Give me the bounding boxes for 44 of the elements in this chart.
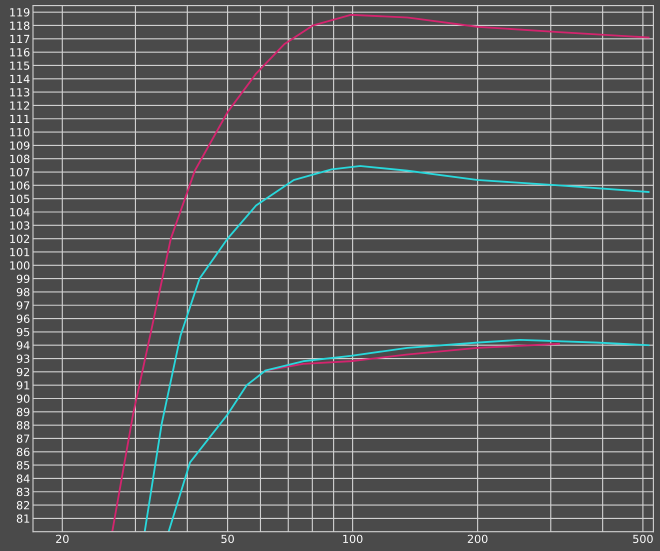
y-tick-label: 113 (10, 88, 30, 96)
y-tick-label: 110 (10, 128, 30, 136)
y-tick-label: 94 (16, 341, 30, 350)
y-tick-label: 117 (10, 34, 30, 44)
y-tick-label: 86 (16, 448, 30, 456)
y-tick-label: 97 (16, 301, 30, 310)
y-tick-label: 96 (16, 314, 30, 323)
y-tick-label: 88 (16, 421, 30, 430)
y-tick-label: 100 (10, 261, 30, 270)
y-tick-label: 81 (16, 514, 30, 523)
y-tick-label: 84 (16, 474, 30, 483)
y-tick-label: 106 (10, 181, 30, 190)
x-tick-label: 50 (221, 534, 234, 544)
y-tick-label: 93 (16, 354, 30, 363)
y-tick-label: 109 (10, 141, 30, 150)
y-tick-label: 105 (10, 194, 30, 204)
y-tick-label: 102 (10, 234, 30, 244)
y-tick-label: 98 (16, 288, 30, 296)
x-tick-label: 20 (56, 534, 69, 544)
y-tick-label: 103 (10, 221, 30, 230)
y-tick-label: 95 (16, 328, 30, 336)
y-tick-label: 92 (16, 368, 30, 376)
y-tick-label: 108 (10, 154, 30, 164)
y-tick-label: 111 (10, 114, 30, 123)
x-tick-label: 100 (343, 534, 362, 544)
y-tick-label: 85 (16, 461, 30, 470)
y-tick-label: 107 (10, 168, 30, 176)
y-tick-label: 82 (16, 501, 30, 510)
y-tick-label: 91 (16, 381, 30, 390)
y-tick-label: 89 (16, 408, 30, 416)
y-tick-label: 112 (10, 101, 30, 110)
y-tick-label: 83 (16, 488, 30, 496)
y-tick-label: 114 (10, 74, 30, 83)
x-tick-label: 500 (633, 534, 653, 544)
y-tick-label: 116 (10, 48, 30, 57)
y-tick-label: 119 (10, 8, 30, 17)
y-tick-label: 90 (16, 394, 30, 403)
y-tick-label: 115 (10, 62, 30, 70)
y-tick-label: 101 (10, 248, 30, 256)
x-tick-label: 200 (468, 534, 488, 544)
y-tick-label: 87 (16, 434, 30, 443)
y-tick-label: 99 (16, 274, 30, 283)
y-tick-label: 118 (10, 21, 30, 30)
y-tick-label: 104 (10, 208, 30, 216)
